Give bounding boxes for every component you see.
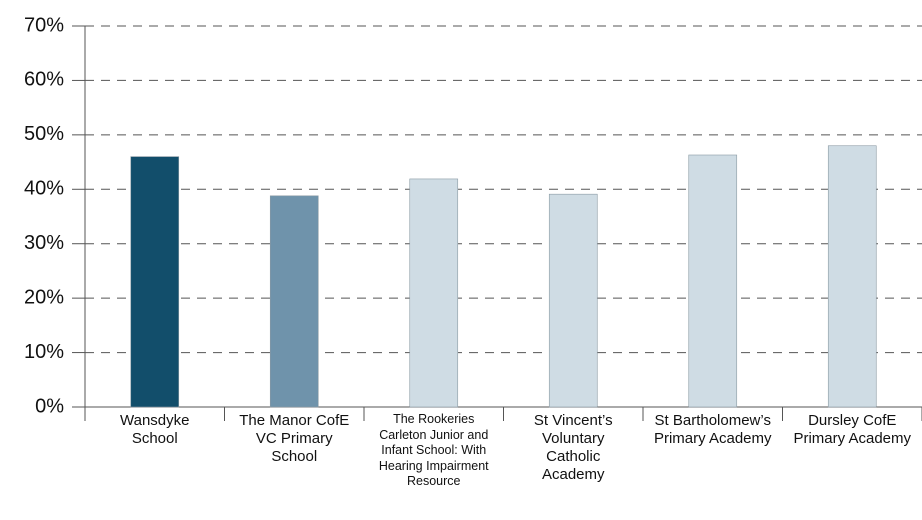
y-tick-label: 10% [24,341,64,363]
bar [688,154,738,408]
x-tick-label: The Manor CofE VC Primary School [239,412,350,465]
x-tick-label: St Vincent’s Voluntary Catholic Academy [533,412,613,483]
y-tick-label: 50% [24,123,64,145]
bar [130,156,180,408]
y-tick-label: 60% [24,69,64,91]
x-tick-label: The Rookeries Carleton Junior and Infant… [378,412,489,488]
bar [409,178,459,408]
y-tick-label: 30% [24,232,64,254]
bar [269,195,319,408]
y-tick-label: 20% [24,286,64,308]
y-tick-label: 40% [24,178,64,200]
x-tick-label: St Bartholomew’s Primary Academy [653,412,772,447]
bar [548,193,598,408]
x-tick-label: Wansdyke School [120,412,190,447]
bar [827,145,877,408]
y-tick-label: 70% [24,14,64,36]
x-tick-label: Dursley CofE Primary Academy [793,412,912,447]
y-tick-label: 0% [35,395,64,417]
